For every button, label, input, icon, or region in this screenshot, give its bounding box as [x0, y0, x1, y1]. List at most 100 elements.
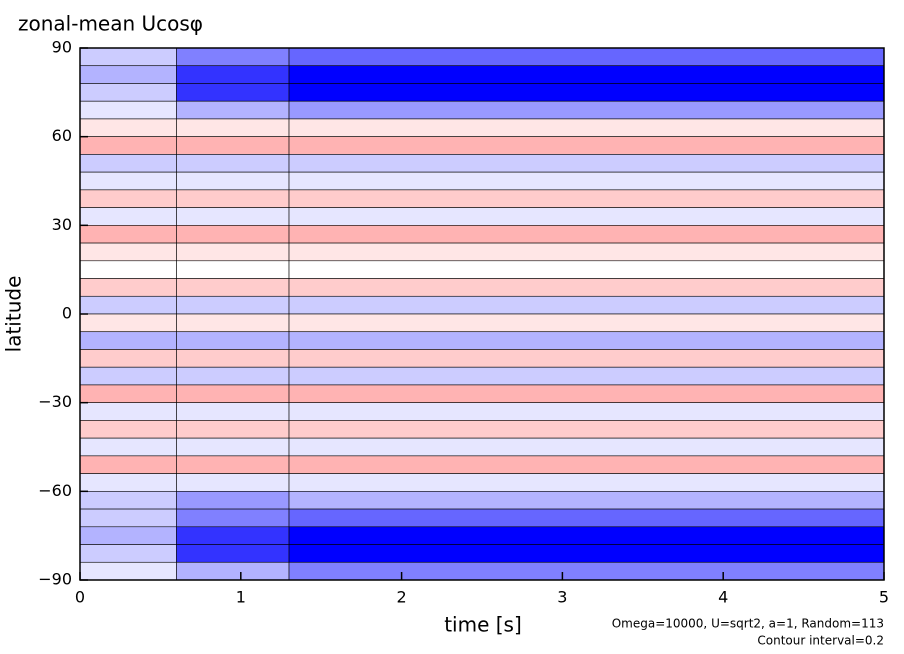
cell — [288, 544, 885, 563]
cell — [79, 260, 177, 279]
cell — [79, 544, 177, 563]
cell — [79, 349, 177, 368]
cell — [288, 100, 885, 120]
cell — [176, 349, 290, 368]
cell — [176, 118, 290, 137]
cell — [176, 83, 290, 102]
cell — [176, 491, 290, 510]
cell — [288, 242, 885, 262]
cell — [176, 189, 290, 208]
cell — [79, 331, 177, 350]
y-axis-label: latitude — [2, 276, 26, 353]
cell — [176, 171, 290, 191]
cell — [176, 420, 290, 439]
cell — [288, 260, 885, 279]
annotation: Contour interval=0.2 — [757, 634, 884, 648]
cell — [288, 384, 885, 403]
y-tick-label: 90 — [52, 38, 72, 57]
cell — [288, 189, 885, 208]
cell — [288, 508, 885, 528]
cell — [176, 313, 290, 333]
cell — [79, 136, 177, 155]
cell — [176, 47, 290, 67]
cell — [79, 65, 177, 84]
cell — [79, 473, 177, 492]
cell — [176, 65, 290, 84]
cell — [176, 544, 290, 563]
cell — [288, 331, 885, 350]
x-tick-label: 5 — [879, 588, 889, 607]
cell — [176, 402, 290, 421]
cell — [79, 561, 177, 581]
cell — [176, 331, 290, 350]
cell — [79, 189, 177, 208]
chart-title: zonal-mean Ucosφ — [18, 12, 203, 36]
cell — [288, 171, 885, 191]
cell — [288, 278, 885, 297]
y-tick-label: −60 — [38, 481, 72, 500]
y-tick-label: 60 — [52, 126, 72, 145]
cell — [176, 561, 290, 581]
y-tick-label: 30 — [52, 215, 72, 234]
cell — [288, 65, 885, 84]
cell — [79, 225, 177, 244]
cell — [288, 526, 885, 545]
y-tick-label: −30 — [38, 392, 72, 411]
x-tick-label: 4 — [718, 588, 728, 607]
cell — [79, 171, 177, 191]
x-tick-label: 1 — [236, 588, 246, 607]
cell — [176, 225, 290, 244]
cell — [288, 154, 885, 173]
cell — [79, 207, 177, 226]
cell — [176, 154, 290, 173]
cell — [288, 420, 885, 439]
cell — [79, 278, 177, 297]
cell — [79, 100, 177, 120]
cell — [79, 402, 177, 421]
x-tick-label: 0 — [75, 588, 85, 607]
y-tick-label: 0 — [62, 304, 72, 323]
cell — [288, 295, 885, 315]
cell — [176, 136, 290, 155]
cell — [288, 561, 885, 581]
cell — [176, 508, 290, 528]
cell — [176, 207, 290, 226]
cell — [176, 100, 290, 120]
cell — [176, 384, 290, 403]
cell — [288, 491, 885, 510]
cell — [79, 83, 177, 102]
cell — [79, 242, 177, 262]
cell — [79, 384, 177, 403]
cell — [79, 313, 177, 333]
cell — [288, 366, 885, 386]
cell — [288, 437, 885, 457]
cell — [176, 526, 290, 545]
annotation: Omega=10000, U=sqrt2, a=1, Random=113 — [612, 617, 884, 631]
cell — [288, 473, 885, 492]
cell — [79, 366, 177, 386]
cell — [79, 295, 177, 315]
cell — [79, 47, 177, 67]
cell — [288, 225, 885, 244]
cell — [176, 242, 290, 262]
cell — [176, 473, 290, 492]
cell — [176, 366, 290, 386]
cell — [79, 526, 177, 545]
cell — [79, 420, 177, 439]
y-tick-label: −90 — [38, 570, 72, 589]
cell — [288, 136, 885, 155]
cell — [288, 47, 885, 67]
cell — [288, 349, 885, 368]
cell — [176, 260, 290, 279]
cell — [288, 83, 885, 102]
cell — [79, 118, 177, 137]
cell — [176, 437, 290, 457]
cell — [288, 313, 885, 333]
cell — [79, 154, 177, 173]
cell — [288, 455, 885, 474]
x-tick-label: 2 — [397, 588, 407, 607]
cell — [79, 508, 177, 528]
x-tick-label: 3 — [557, 588, 567, 607]
